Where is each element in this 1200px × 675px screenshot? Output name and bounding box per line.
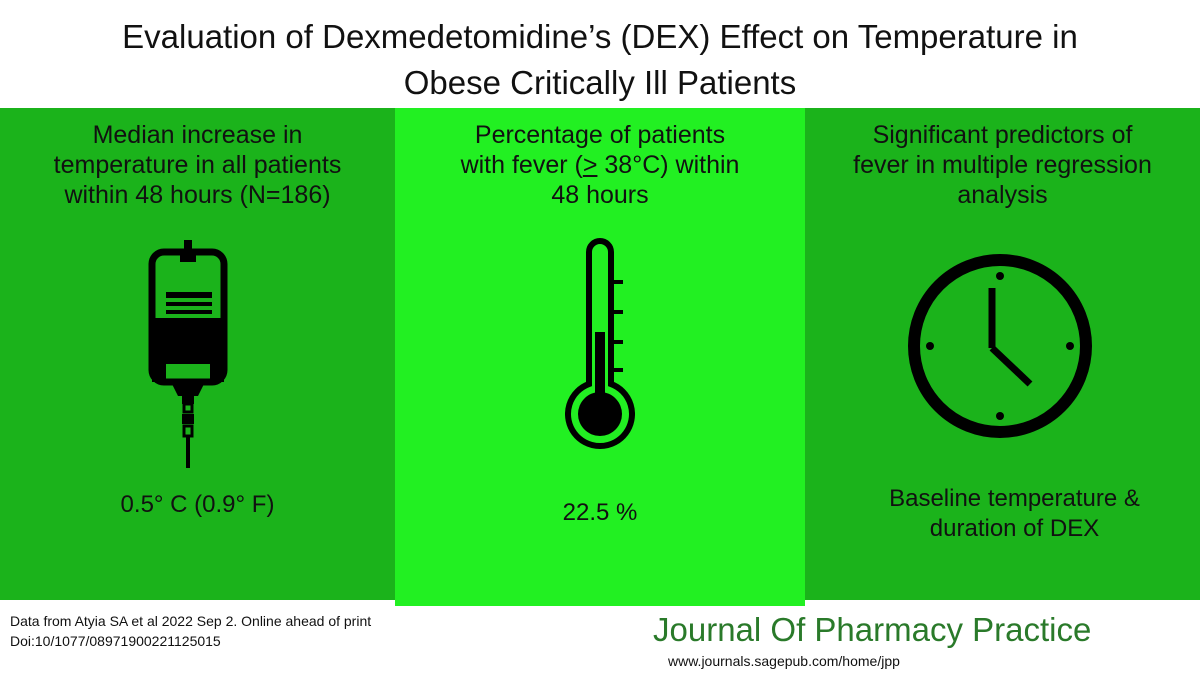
panel-3-value-line-2: duration of DEX (929, 515, 1100, 542)
panel-2-heading-line-1: Percentage of patients (474, 121, 726, 149)
panel-1-heading-line-2: temperature in all patients (53, 151, 342, 179)
panel-3-heading: Significant predictors of fever in multi… (805, 120, 1200, 210)
panel-1-heading-line-1: Median increase in (92, 121, 303, 149)
page-title: Evaluation of Dexmedetomidine’s (DEX) Ef… (0, 14, 1200, 106)
panel-3-heading-line-2: fever in multiple regression (853, 151, 1152, 179)
panel-median-increase: Median increase in temperature in all pa… (0, 108, 395, 600)
panel-2-heading-line-3: 48 hours (551, 181, 649, 209)
panel-2-heading: Percentage of patients with fever (> 38°… (395, 120, 805, 210)
citation-line-1: Data from Atyia SA et al 2022 Sep 2. Onl… (10, 613, 372, 629)
citation-doi: Doi:10/1077/08971900221125015 (10, 633, 221, 649)
panel-3-heading-line-1: Significant predictors of (872, 121, 1133, 149)
iv-bag-icon (148, 240, 228, 468)
thermometer-icon (565, 238, 635, 450)
citation: Data from Atyia SA et al 2022 Sep 2. Onl… (10, 611, 371, 651)
panel-3-value: Baseline temperature & duration of DEX (817, 484, 1200, 544)
panel-1-heading: Median increase in temperature in all pa… (0, 120, 395, 210)
greater-equal-symbol: > (582, 151, 598, 179)
panel-predictors: Significant predictors of fever in multi… (805, 108, 1200, 600)
panel-2-heading-line-2: with fever (> 38°C) within (460, 151, 740, 179)
panel-1-heading-line-3: within 48 hours (N=186) (64, 181, 331, 209)
panel-2-value: 22.5 % (562, 499, 638, 526)
panel-1-value: 0.5° C (0.9° F) (120, 491, 275, 518)
clock-icon (908, 254, 1092, 438)
panel-3-value-line-1: Baseline temperature & (889, 485, 1140, 512)
panel-3-heading-line-3: analysis (957, 181, 1048, 209)
title-line-2: Obese Critically Ill Patients (403, 64, 797, 101)
panel-fever-percentage: Percentage of patients with fever (> 38°… (395, 108, 805, 606)
journal-name: Journal Of Pharmacy Practice (653, 611, 1092, 648)
title-line-1: Evaluation of Dexmedetomidine’s (DEX) Ef… (122, 18, 1078, 55)
journal-url[interactable]: www.journals.sagepub.com/home/jpp (668, 653, 900, 669)
